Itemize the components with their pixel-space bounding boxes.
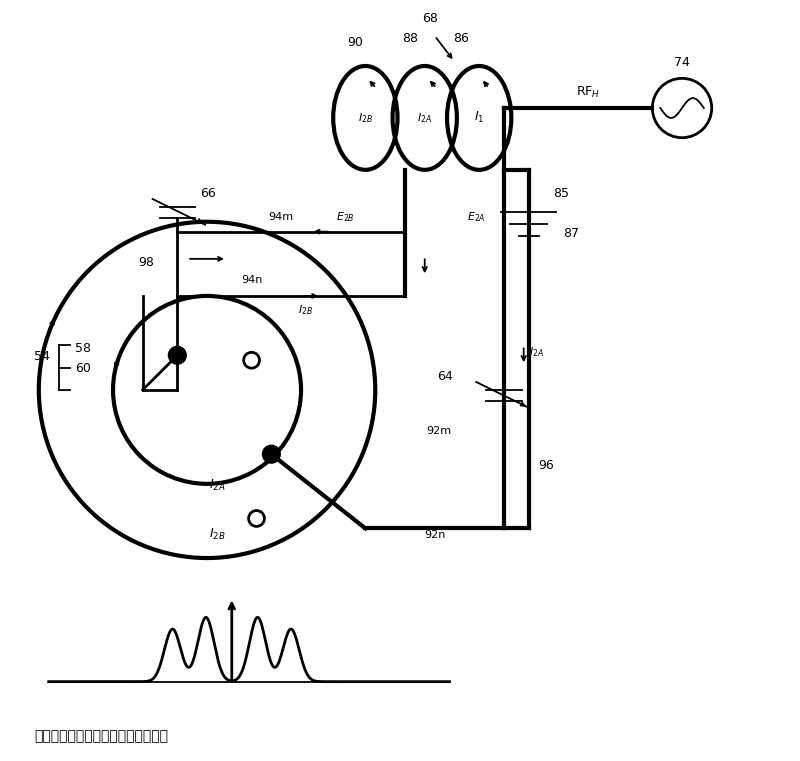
Text: 68: 68 — [422, 12, 438, 25]
Text: 87: 87 — [563, 227, 579, 240]
Text: $E_{2B}$: $E_{2B}$ — [336, 210, 354, 224]
Text: $I_1$: $I_1$ — [474, 110, 484, 126]
Text: 66: 66 — [200, 187, 216, 200]
Text: 64: 64 — [437, 370, 453, 383]
Circle shape — [244, 352, 259, 368]
Text: $I_{2B}$: $I_{2B}$ — [298, 303, 314, 317]
Text: RF$_H$: RF$_H$ — [576, 85, 600, 100]
Text: 60: 60 — [75, 362, 91, 375]
Text: $I_{2A}$: $I_{2A}$ — [209, 478, 226, 493]
Text: 96: 96 — [538, 459, 554, 472]
Circle shape — [249, 511, 265, 527]
Text: $I_{2A}$: $I_{2A}$ — [418, 111, 432, 125]
Text: 58: 58 — [75, 342, 91, 355]
Text: 94m: 94m — [269, 212, 294, 221]
Text: 92n: 92n — [424, 530, 446, 540]
Text: 94n: 94n — [241, 275, 262, 285]
Text: $I_{2B}$: $I_{2B}$ — [209, 527, 226, 543]
Text: $I_{2B}$: $I_{2B}$ — [358, 111, 373, 125]
Text: 92m: 92m — [426, 426, 451, 436]
Text: 85: 85 — [554, 187, 570, 200]
Text: 90: 90 — [347, 36, 363, 49]
Text: 86: 86 — [454, 32, 470, 45]
Text: 88: 88 — [402, 32, 418, 45]
Text: $E_{2A}$: $E_{2A}$ — [467, 210, 486, 224]
Circle shape — [262, 445, 280, 463]
Text: $I_{2A}$: $I_{2A}$ — [529, 345, 544, 359]
Text: （环形等离子体内的电流密度分布）: （环形等离子体内的电流密度分布） — [34, 729, 168, 743]
Text: 98: 98 — [138, 256, 154, 269]
Circle shape — [169, 346, 186, 365]
Text: 74: 74 — [674, 56, 690, 69]
Text: 54: 54 — [34, 350, 50, 363]
